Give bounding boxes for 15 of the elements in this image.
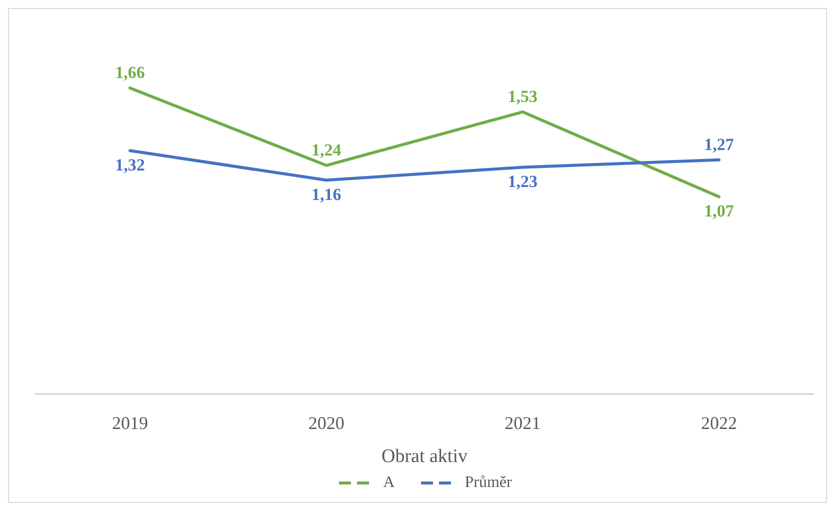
x-tick-label: 2021	[504, 412, 541, 433]
data-label: 1,16	[311, 185, 342, 204]
legend-label: A	[382, 474, 395, 492]
x-tick-label: 2022	[701, 412, 737, 433]
x-tick-label: 2019	[112, 412, 148, 433]
x-tick-label: 2020	[308, 412, 344, 433]
data-label: 1,32	[115, 156, 145, 175]
data-label: 1,27	[704, 134, 734, 154]
data-label: 1,24	[311, 140, 342, 160]
data-label: 1,66	[115, 62, 145, 82]
legend-label: Průměr	[464, 474, 512, 492]
data-label: 1,53	[508, 86, 538, 106]
x-axis-title: Obrat aktiv	[381, 446, 468, 467]
data-label: 1,23	[508, 172, 538, 192]
data-label: 1,07	[704, 202, 734, 221]
